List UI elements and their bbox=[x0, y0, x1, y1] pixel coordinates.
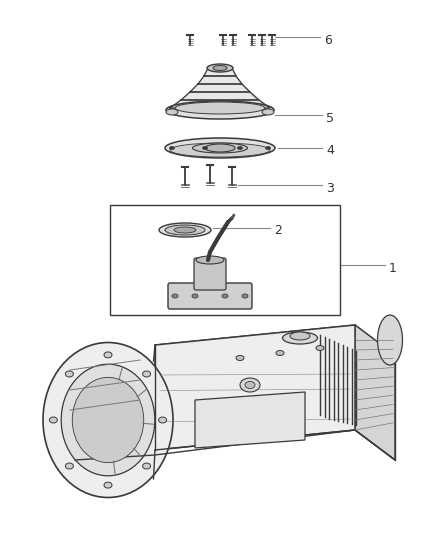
Polygon shape bbox=[155, 325, 355, 450]
Polygon shape bbox=[155, 325, 395, 375]
Text: 3: 3 bbox=[326, 182, 334, 195]
Ellipse shape bbox=[166, 101, 274, 119]
Polygon shape bbox=[170, 100, 270, 108]
Ellipse shape bbox=[205, 144, 235, 152]
Ellipse shape bbox=[165, 138, 275, 158]
Bar bbox=[110, 205, 340, 315]
Ellipse shape bbox=[196, 256, 224, 264]
Ellipse shape bbox=[159, 417, 166, 423]
Ellipse shape bbox=[165, 225, 205, 235]
Ellipse shape bbox=[192, 294, 198, 298]
Polygon shape bbox=[190, 84, 250, 92]
Ellipse shape bbox=[240, 378, 260, 392]
Ellipse shape bbox=[65, 463, 74, 469]
Polygon shape bbox=[248, 92, 259, 100]
Ellipse shape bbox=[104, 482, 112, 488]
Polygon shape bbox=[195, 392, 305, 448]
Ellipse shape bbox=[143, 371, 151, 377]
Ellipse shape bbox=[159, 223, 211, 237]
Polygon shape bbox=[257, 100, 270, 108]
Ellipse shape bbox=[143, 463, 151, 469]
Ellipse shape bbox=[207, 64, 233, 72]
Ellipse shape bbox=[378, 315, 403, 365]
Ellipse shape bbox=[72, 377, 144, 463]
Polygon shape bbox=[204, 68, 236, 76]
Ellipse shape bbox=[262, 109, 274, 115]
Ellipse shape bbox=[170, 147, 174, 149]
Ellipse shape bbox=[245, 382, 255, 389]
Ellipse shape bbox=[276, 351, 284, 356]
Text: 4: 4 bbox=[326, 144, 334, 157]
Ellipse shape bbox=[172, 294, 178, 298]
Polygon shape bbox=[355, 325, 395, 460]
Ellipse shape bbox=[170, 143, 270, 157]
Polygon shape bbox=[241, 84, 250, 92]
Ellipse shape bbox=[174, 227, 196, 233]
Ellipse shape bbox=[166, 109, 178, 115]
Ellipse shape bbox=[202, 147, 208, 149]
FancyBboxPatch shape bbox=[168, 283, 252, 309]
Ellipse shape bbox=[316, 345, 324, 351]
Ellipse shape bbox=[242, 294, 248, 298]
Ellipse shape bbox=[237, 147, 243, 149]
Ellipse shape bbox=[61, 364, 155, 476]
Ellipse shape bbox=[175, 102, 265, 114]
Ellipse shape bbox=[49, 417, 57, 423]
Ellipse shape bbox=[283, 332, 318, 344]
Ellipse shape bbox=[65, 371, 74, 377]
Polygon shape bbox=[231, 68, 236, 76]
Polygon shape bbox=[198, 76, 242, 84]
Ellipse shape bbox=[43, 343, 173, 497]
Text: 2: 2 bbox=[274, 224, 282, 238]
Ellipse shape bbox=[290, 332, 310, 340]
Ellipse shape bbox=[213, 66, 227, 70]
Polygon shape bbox=[181, 92, 259, 100]
Ellipse shape bbox=[104, 352, 112, 358]
Ellipse shape bbox=[222, 294, 228, 298]
Ellipse shape bbox=[192, 143, 247, 153]
Ellipse shape bbox=[265, 147, 271, 149]
Text: 1: 1 bbox=[389, 262, 397, 274]
Ellipse shape bbox=[236, 356, 244, 360]
FancyBboxPatch shape bbox=[194, 258, 226, 290]
Text: 6: 6 bbox=[324, 34, 332, 46]
Polygon shape bbox=[235, 76, 242, 84]
Text: 5: 5 bbox=[326, 111, 334, 125]
